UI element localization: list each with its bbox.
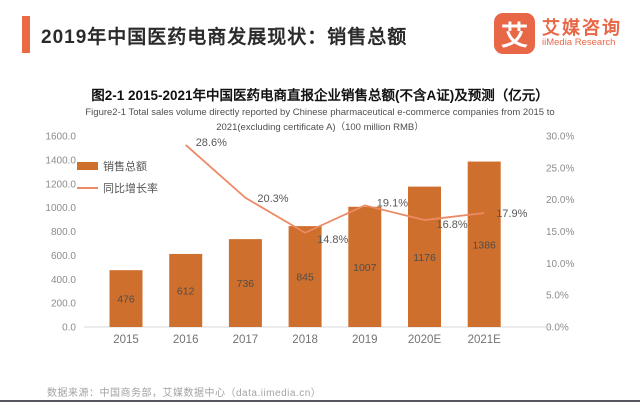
chart-legend: 销售总额 同比增长率 xyxy=(77,158,158,196)
x-axis-label: 2016 xyxy=(173,334,199,346)
right-axis-tick: 5.0% xyxy=(546,291,569,302)
footer-divider xyxy=(0,400,640,402)
left-axis-tick: 1000.0 xyxy=(45,203,76,214)
line-series-swatch xyxy=(77,187,98,189)
bar-value-label: 845 xyxy=(296,272,314,284)
iimedia-logo-icon: 艾 xyxy=(494,13,535,54)
chart-title: 图2-1 2015-2021年中国医药电商直报企业销售总额(不含A证)及预测（亿… xyxy=(91,88,549,103)
logo-brand-cn: 艾媒咨询 xyxy=(542,18,622,39)
data-source-note: 数据来源：中国商务部，艾媒数据中心（data.iimedia.cn） xyxy=(47,388,322,399)
legend-label-growth: 同比增长率 xyxy=(103,183,158,195)
right-axis-tick: 30.0% xyxy=(546,132,574,143)
bar-value-label: 612 xyxy=(177,285,195,297)
right-axis-tick: 20.0% xyxy=(546,195,574,206)
bar-2020E xyxy=(408,186,441,327)
bar-value-label: 1386 xyxy=(473,239,497,251)
title-accent-bar xyxy=(22,16,30,53)
bar-value-label: 476 xyxy=(117,294,135,306)
bar-value-label: 736 xyxy=(237,278,255,290)
bar-2021E xyxy=(467,161,501,327)
x-axis-label: 2019 xyxy=(352,334,378,346)
bar-2016 xyxy=(169,253,203,327)
iimedia-logo: 艾 艾媒咨询 iiMedia Research xyxy=(494,13,622,54)
right-axis-tick: 15.0% xyxy=(546,227,574,238)
legend-item-growth: 同比增长率 xyxy=(77,180,158,196)
chart-canvas: 0.0 200.0 400.0 600.0 800.0 1000.0 1200.0 1400.… xyxy=(45,132,574,347)
bar-2019 xyxy=(348,206,382,327)
left-axis-tick: 1400.0 xyxy=(45,155,76,166)
line-value-label: 20.3% xyxy=(257,193,288,205)
left-axis-tick: 0.0 xyxy=(62,323,76,334)
bar-2018 xyxy=(288,226,322,327)
page-title: 2019年中国医药电商发展现状：销售总额 xyxy=(41,27,408,48)
report-header: 2019年中国医药电商发展现状：销售总额 艾 艾媒咨询 iiMedia Rese… xyxy=(0,0,640,70)
bar-2017 xyxy=(228,239,262,327)
left-axis-tick: 1600.0 xyxy=(45,132,76,143)
line-value-label: 17.9% xyxy=(496,208,527,220)
legend-item-sales: 销售总额 xyxy=(77,158,158,174)
left-axis-tick: 400.0 xyxy=(51,275,76,286)
line-value-label: 19.1% xyxy=(377,197,408,209)
logo-text: 艾媒咨询 iiMedia Research xyxy=(542,19,622,48)
chart-subtitle-line2: 2021(excluding certificate A)（100 millio… xyxy=(216,122,424,133)
line-value-label: 28.6% xyxy=(196,137,227,149)
left-axis-tick: 200.0 xyxy=(51,299,76,310)
left-axis-tick: 1200.0 xyxy=(45,179,76,190)
left-axis-tick: 600.0 xyxy=(51,251,76,262)
line-value-label: 16.8% xyxy=(437,219,468,231)
bar-2015 xyxy=(109,270,143,327)
chart-subtitle-line1: Figure2-1 Total sales volume directly re… xyxy=(85,107,555,118)
bar-value-label: 1007 xyxy=(353,262,377,274)
x-axis-label: 2021E xyxy=(468,334,502,346)
bar-series-swatch xyxy=(77,162,98,170)
x-axis-label: 2015 xyxy=(113,334,139,346)
right-axis-tick: 0.0% xyxy=(546,323,569,334)
x-axis-label: 2020E xyxy=(408,334,442,346)
growth-rate-line xyxy=(185,144,485,234)
logo-brand-en: iiMedia Research xyxy=(542,36,616,48)
x-axis-label: 2018 xyxy=(292,334,318,346)
bar-value-label: 1176 xyxy=(413,252,436,264)
right-axis-tick: 25.0% xyxy=(546,163,574,174)
legend-label-sales: 销售总额 xyxy=(103,161,147,173)
left-axis-tick: 800.0 xyxy=(51,227,76,238)
right-axis-tick: 10.0% xyxy=(546,259,574,270)
x-axis-label: 2017 xyxy=(233,334,259,346)
line-value-label: 14.8% xyxy=(317,234,348,246)
